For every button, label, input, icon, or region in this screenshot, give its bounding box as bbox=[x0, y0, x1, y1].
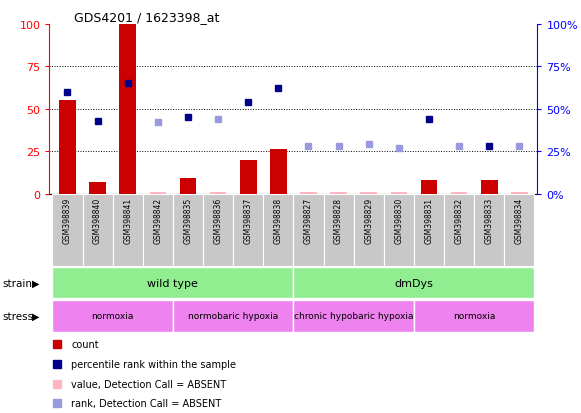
Text: GSM398836: GSM398836 bbox=[214, 198, 223, 244]
Text: stress: stress bbox=[3, 311, 34, 321]
Bar bbox=[293, 300, 414, 332]
Text: GSM398834: GSM398834 bbox=[515, 198, 524, 244]
Bar bbox=[113, 194, 143, 266]
Text: GSM398832: GSM398832 bbox=[454, 198, 464, 244]
Text: dmDys: dmDys bbox=[394, 278, 433, 288]
Bar bbox=[210, 192, 227, 194]
Text: percentile rank within the sample: percentile rank within the sample bbox=[71, 359, 236, 369]
Bar bbox=[504, 194, 535, 266]
Bar bbox=[173, 194, 203, 266]
Text: GSM398842: GSM398842 bbox=[153, 198, 162, 244]
Bar bbox=[293, 194, 324, 266]
Bar bbox=[89, 182, 106, 194]
Bar bbox=[52, 267, 293, 299]
Text: normoxia: normoxia bbox=[91, 311, 134, 320]
Bar bbox=[384, 194, 414, 266]
Text: GSM398841: GSM398841 bbox=[123, 198, 132, 244]
Text: GSM398838: GSM398838 bbox=[274, 198, 283, 244]
Bar bbox=[444, 194, 474, 266]
Text: rank, Detection Call = ABSENT: rank, Detection Call = ABSENT bbox=[71, 398, 221, 408]
Text: GSM398829: GSM398829 bbox=[364, 198, 373, 244]
Bar bbox=[240, 160, 256, 194]
Text: normoxia: normoxia bbox=[453, 311, 496, 320]
Bar bbox=[59, 101, 76, 194]
Bar bbox=[270, 150, 286, 194]
Text: ▶: ▶ bbox=[32, 311, 40, 321]
Bar bbox=[83, 194, 113, 266]
Bar bbox=[143, 194, 173, 266]
Bar bbox=[203, 194, 233, 266]
Text: strain: strain bbox=[3, 278, 33, 288]
Text: chronic hypobaric hypoxia: chronic hypobaric hypoxia bbox=[294, 311, 414, 320]
Bar bbox=[414, 300, 535, 332]
Text: normobaric hypoxia: normobaric hypoxia bbox=[188, 311, 278, 320]
Bar bbox=[360, 192, 377, 194]
Text: GDS4201 / 1623398_at: GDS4201 / 1623398_at bbox=[74, 11, 219, 24]
Text: GSM398837: GSM398837 bbox=[243, 198, 253, 244]
Bar bbox=[324, 194, 354, 266]
Text: GSM398827: GSM398827 bbox=[304, 198, 313, 244]
Bar bbox=[180, 179, 196, 194]
Text: GSM398831: GSM398831 bbox=[425, 198, 433, 244]
Bar bbox=[149, 192, 166, 194]
Bar bbox=[474, 194, 504, 266]
Text: value, Detection Call = ABSENT: value, Detection Call = ABSENT bbox=[71, 379, 227, 389]
Text: GSM398840: GSM398840 bbox=[93, 198, 102, 244]
Bar bbox=[421, 180, 437, 194]
Text: GSM398833: GSM398833 bbox=[485, 198, 494, 244]
Bar bbox=[451, 192, 467, 194]
Text: GSM398835: GSM398835 bbox=[184, 198, 192, 244]
Text: wild type: wild type bbox=[148, 278, 198, 288]
Text: GSM398839: GSM398839 bbox=[63, 198, 72, 244]
Bar bbox=[52, 194, 83, 266]
Text: GSM398828: GSM398828 bbox=[334, 198, 343, 244]
Bar bbox=[173, 300, 293, 332]
Bar bbox=[300, 192, 317, 194]
Bar bbox=[263, 194, 293, 266]
Bar bbox=[233, 194, 263, 266]
Bar bbox=[414, 194, 444, 266]
Bar bbox=[120, 25, 136, 194]
Text: count: count bbox=[71, 339, 99, 349]
Bar bbox=[52, 300, 173, 332]
Text: ▶: ▶ bbox=[32, 278, 40, 288]
Bar bbox=[354, 194, 384, 266]
Bar bbox=[331, 192, 347, 194]
Text: GSM398830: GSM398830 bbox=[394, 198, 403, 244]
Bar bbox=[511, 192, 528, 194]
Bar bbox=[390, 192, 407, 194]
Bar bbox=[481, 180, 497, 194]
Bar bbox=[293, 267, 535, 299]
